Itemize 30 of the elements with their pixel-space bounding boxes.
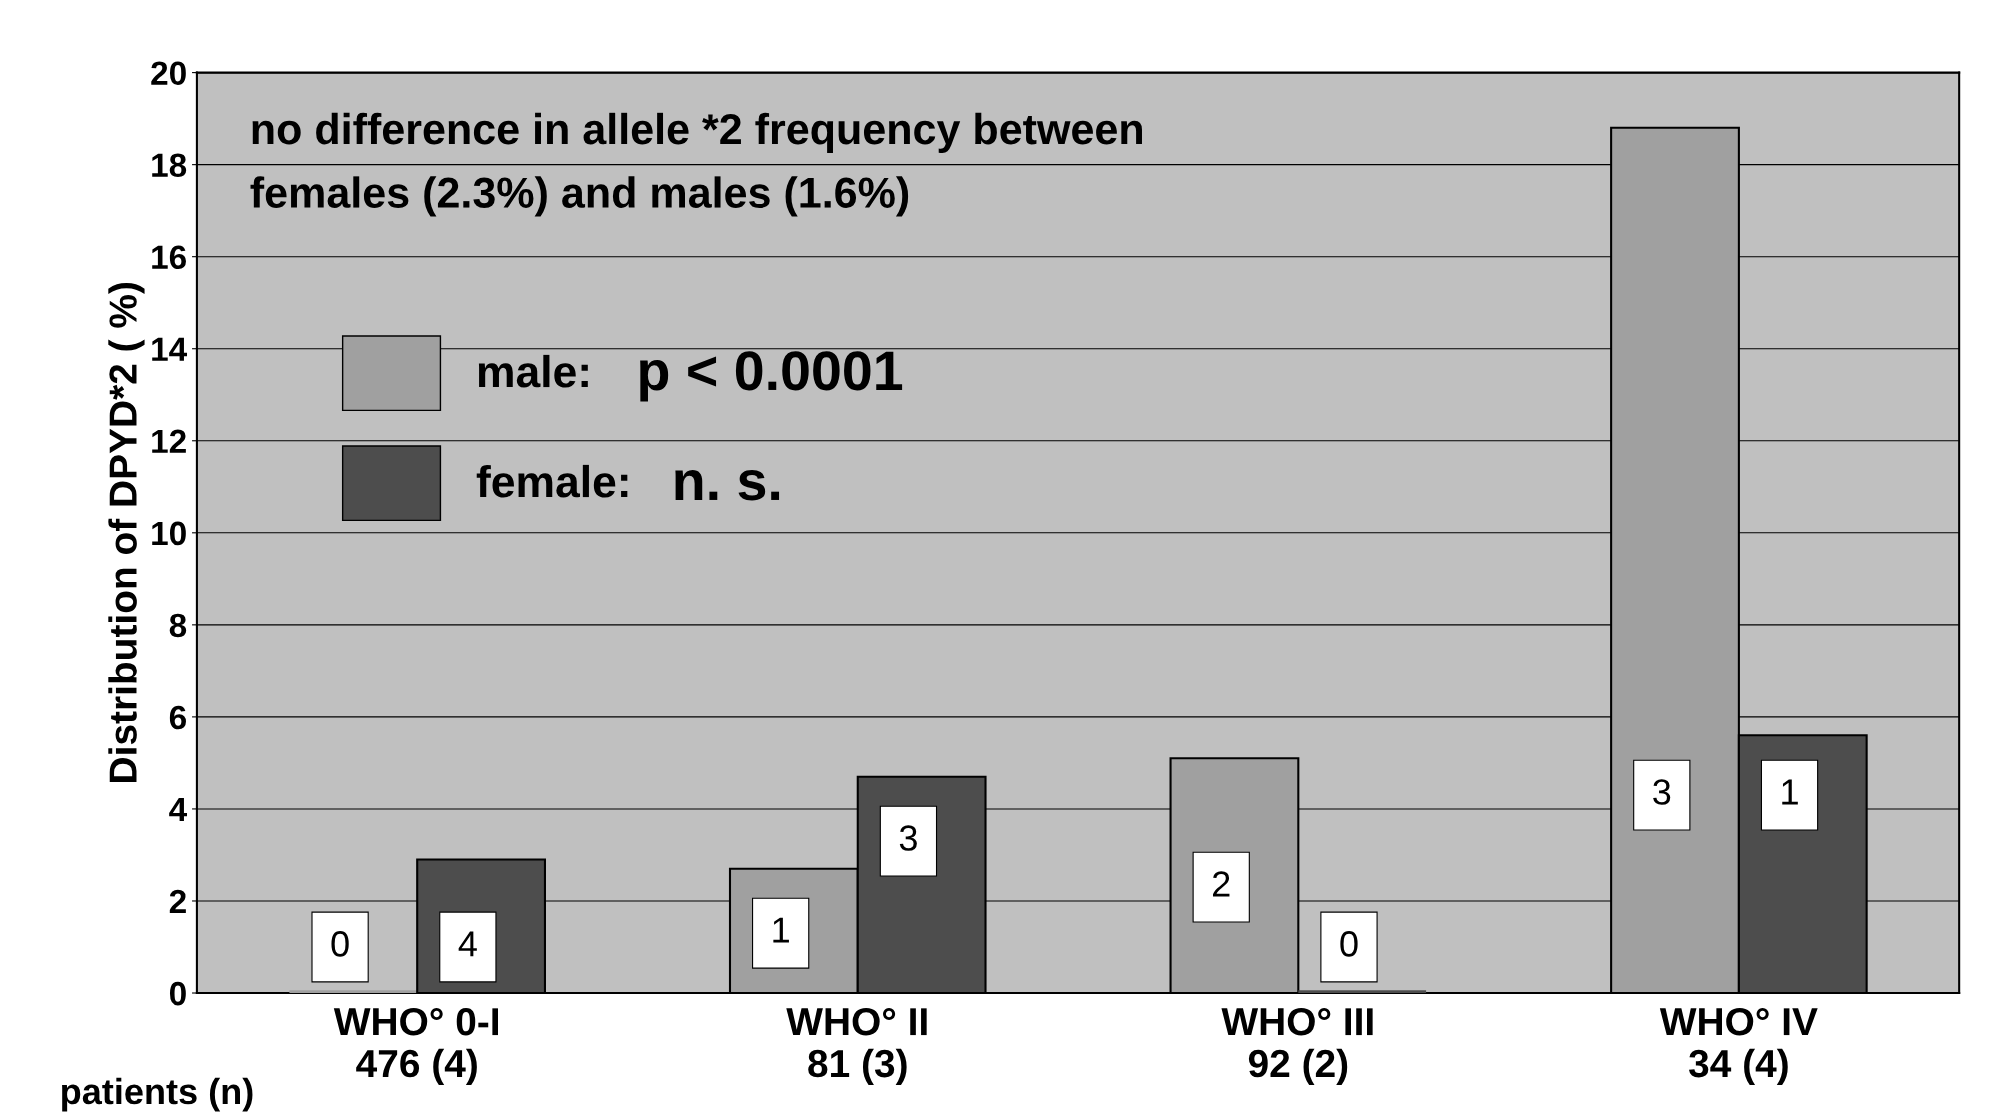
annotation: 1 [1782, 779, 1798, 805]
y-tick-label: 0 [169, 981, 186, 1006]
y-tick-label: 14 [152, 337, 188, 361]
annotation: n. s. [675, 470, 780, 501]
y-tick-label: 10 [152, 521, 186, 546]
y-axis-title: Distribution of DPYD*2 ( %) [108, 283, 145, 782]
annotation: 3 [899, 825, 917, 851]
annotation: p < 0.0001 [640, 351, 903, 402]
annotation: 2 [1213, 871, 1230, 897]
annotation: 0 [1340, 931, 1358, 957]
y-tick-label: 18 [152, 153, 187, 178]
y-tick-label: 6 [169, 705, 186, 730]
annotation: 1 [773, 917, 789, 943]
y-tick-label: 12 [152, 429, 186, 453]
annotation: no difference in allele *2 frequency between females (2.3%) and males (1.6%) [250, 112, 1142, 217]
y-tick-label: 8 [169, 613, 187, 638]
y-tick-label: 4 [169, 798, 188, 822]
annotation: 4 [458, 931, 477, 957]
legend-label: female: [476, 464, 628, 498]
annotation: 3 [1653, 779, 1671, 805]
x-tick-label: WHO° III 92 (2) [1221, 1007, 1373, 1086]
x-tick-label: WHO° II 81 (3) [786, 1007, 927, 1086]
annotation: 0 [331, 931, 349, 957]
text: patients (n) [62, 1077, 253, 1112]
x-tick-label: WHO° 0-I 476 (4) [333, 1007, 498, 1086]
y-tick-label: 20 [151, 61, 186, 86]
y-tick-label: 2 [169, 889, 186, 914]
legend-label: male: [478, 354, 588, 388]
x-tick-label: WHO° IV 34 (4) [1659, 1007, 1818, 1086]
y-tick-label: 16 [152, 245, 186, 270]
